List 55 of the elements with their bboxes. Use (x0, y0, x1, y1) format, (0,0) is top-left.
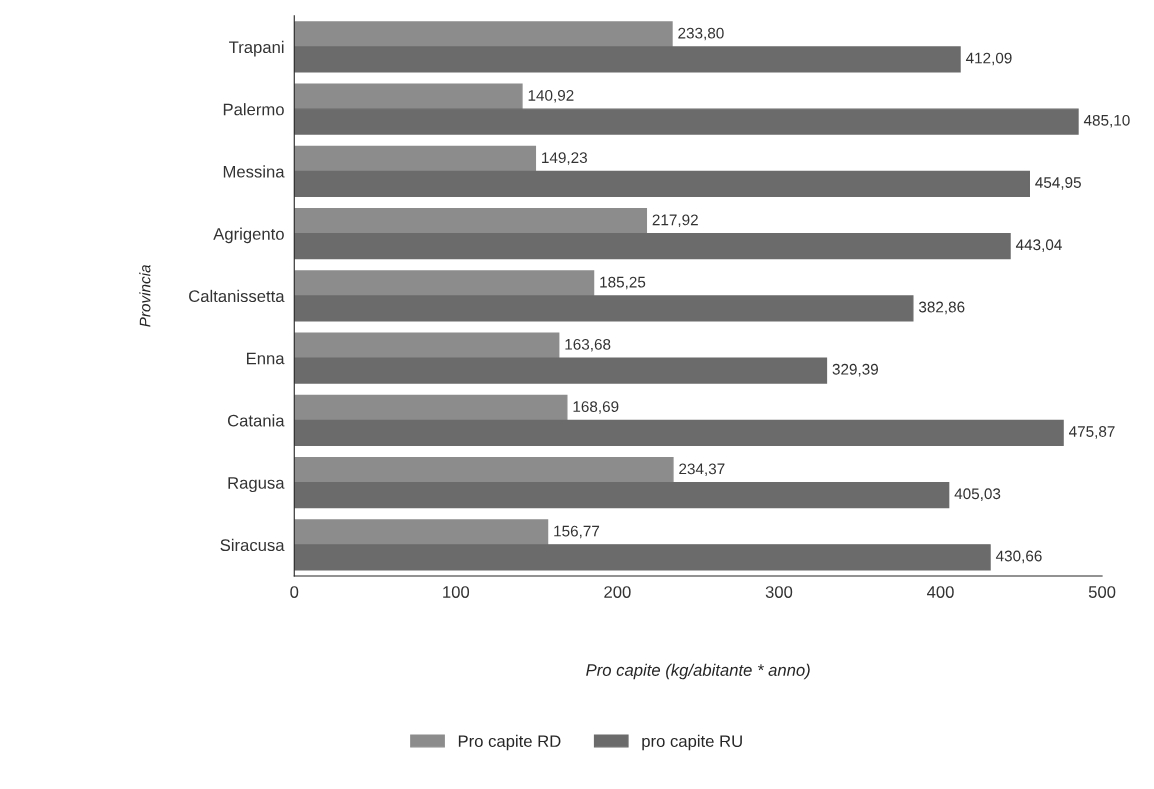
y-tick-label: Catania (227, 414, 285, 427)
legend-label: Pro capite RD (458, 734, 561, 751)
data-label: 185,25 (600, 276, 646, 290)
data-label: 430,66 (995, 550, 1042, 564)
bar (294, 295, 914, 322)
data-label: 163,68 (565, 338, 611, 352)
data-label: 485,10 (1083, 114, 1130, 128)
bar (294, 108, 1079, 135)
data-label: 156,77 (554, 525, 600, 539)
y-tick-label: Messina (223, 165, 285, 178)
bar (294, 170, 1030, 197)
data-label: 475,87 (1068, 426, 1115, 439)
y-axis-title: Provincia (139, 264, 151, 327)
bar (294, 419, 1064, 446)
y-tick-label: Agrigento (213, 227, 284, 244)
x-tick-label: 400 (926, 586, 954, 598)
x-tick-label: 500 (1088, 586, 1116, 598)
bar (294, 270, 595, 297)
x-tick-label: 100 (443, 586, 470, 598)
data-label: 168,69 (573, 401, 619, 414)
data-label: 149,23 (542, 152, 587, 165)
bar (294, 145, 537, 173)
data-label: 329,39 (832, 363, 878, 377)
bar (294, 83, 523, 110)
legend-label: pro capite RU (642, 734, 742, 751)
bar (294, 208, 648, 235)
data-label: 412,09 (965, 52, 1012, 66)
y-tick-label: Enna (246, 352, 285, 365)
y-tick-label: Trapani (229, 40, 284, 57)
y-tick-label: Caltanissetta (189, 289, 285, 303)
y-tick-label: Ragusa (228, 477, 285, 493)
bar (294, 357, 828, 384)
x-axis-title: Pro capite (kg/abitante * anno) (586, 663, 810, 680)
bar (294, 481, 950, 509)
bar (294, 519, 549, 546)
bar (294, 46, 961, 73)
bar (294, 457, 674, 484)
y-tick-label: Siracusa (220, 538, 285, 552)
x-tick-label: 300 (765, 586, 793, 598)
x-tick-label: 0 (290, 586, 299, 598)
y-tick-label: Palermo (223, 103, 284, 116)
data-label: 234,37 (679, 463, 725, 477)
x-tick-label: 200 (604, 586, 631, 598)
data-label: 217,92 (652, 214, 698, 228)
bar (294, 332, 560, 359)
bar (294, 544, 991, 571)
data-label: 405,03 (954, 488, 1001, 501)
bar (294, 232, 1011, 260)
data-label: 454,95 (1035, 177, 1081, 190)
bar (294, 21, 673, 48)
bar (294, 394, 568, 422)
data-label: 382,86 (918, 301, 965, 315)
data-label: 140,92 (528, 89, 574, 103)
data-label: 233,80 (678, 27, 724, 41)
data-label: 443,04 (1015, 239, 1062, 252)
